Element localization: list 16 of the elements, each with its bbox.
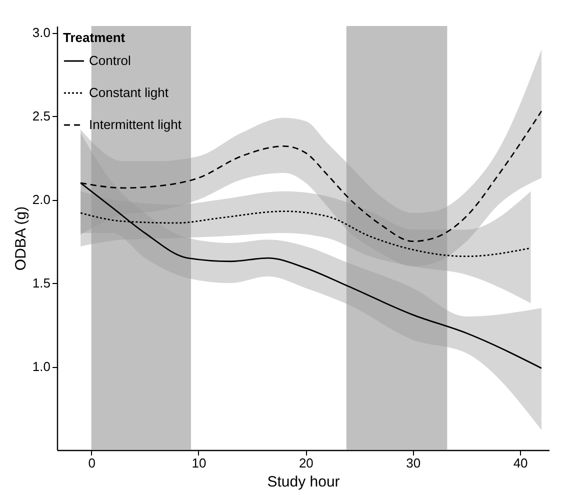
legend-label: Constant light <box>89 85 169 100</box>
legend-label: Control <box>89 53 132 68</box>
x-axis-title: Study hour <box>267 474 340 490</box>
legend-label: Intermittent light <box>89 117 182 132</box>
x-tick-label: 40 <box>513 456 528 470</box>
y-tick-label: 2.5 <box>32 108 50 124</box>
legend-title: Treatment <box>63 30 126 45</box>
y-axis-title: ODBA (g) <box>12 206 30 271</box>
x-tick-label: 10 <box>192 456 206 470</box>
y-tick-label: 3.0 <box>32 25 50 40</box>
x-tick-label: 30 <box>406 456 421 470</box>
x-tick-label: 20 <box>298 456 314 470</box>
x-tick-label: 0 <box>88 456 96 470</box>
y-tick-label: 1.0 <box>32 359 50 374</box>
y-tick-label: 2.0 <box>32 192 50 208</box>
y-tick-label: 1.5 <box>32 276 50 291</box>
